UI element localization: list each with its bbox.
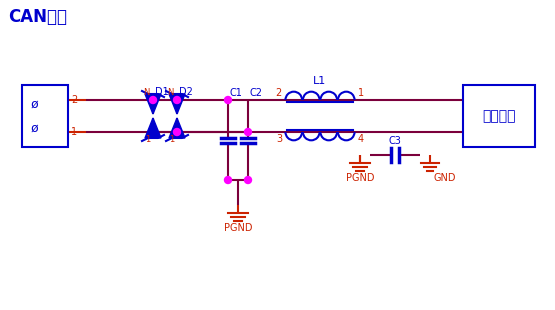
Polygon shape bbox=[169, 118, 185, 138]
Bar bbox=[22, 85, 68, 147]
Bar bbox=[463, 85, 535, 147]
Circle shape bbox=[149, 96, 157, 104]
Text: PGND: PGND bbox=[346, 173, 374, 183]
Text: 1: 1 bbox=[71, 127, 77, 137]
Circle shape bbox=[174, 96, 180, 104]
Circle shape bbox=[225, 96, 231, 104]
Circle shape bbox=[225, 176, 231, 184]
Text: CAN接口: CAN接口 bbox=[8, 8, 67, 26]
Circle shape bbox=[245, 176, 251, 184]
Text: ø: ø bbox=[30, 98, 38, 110]
Circle shape bbox=[245, 129, 251, 135]
Text: ø: ø bbox=[30, 122, 38, 135]
Text: N: N bbox=[144, 88, 150, 97]
Polygon shape bbox=[145, 94, 161, 114]
Text: 4: 4 bbox=[358, 134, 364, 144]
Text: C3: C3 bbox=[388, 136, 401, 146]
Text: 驱动芯片: 驱动芯片 bbox=[482, 109, 516, 123]
Text: 2: 2 bbox=[71, 95, 77, 105]
Text: N: N bbox=[168, 88, 174, 97]
Text: D2: D2 bbox=[179, 87, 193, 97]
Text: 1: 1 bbox=[358, 88, 364, 98]
Text: C2: C2 bbox=[250, 88, 263, 98]
Circle shape bbox=[174, 129, 180, 135]
Text: 3: 3 bbox=[276, 134, 282, 144]
Text: 1: 1 bbox=[169, 135, 174, 144]
Text: C1: C1 bbox=[230, 88, 243, 98]
Text: 1: 1 bbox=[145, 135, 150, 144]
Text: D1: D1 bbox=[155, 87, 169, 97]
Text: PGND: PGND bbox=[224, 223, 253, 233]
Text: GND: GND bbox=[433, 173, 456, 183]
Polygon shape bbox=[145, 118, 161, 138]
Text: L1: L1 bbox=[314, 76, 327, 86]
Polygon shape bbox=[169, 94, 185, 114]
Text: 2: 2 bbox=[276, 88, 282, 98]
